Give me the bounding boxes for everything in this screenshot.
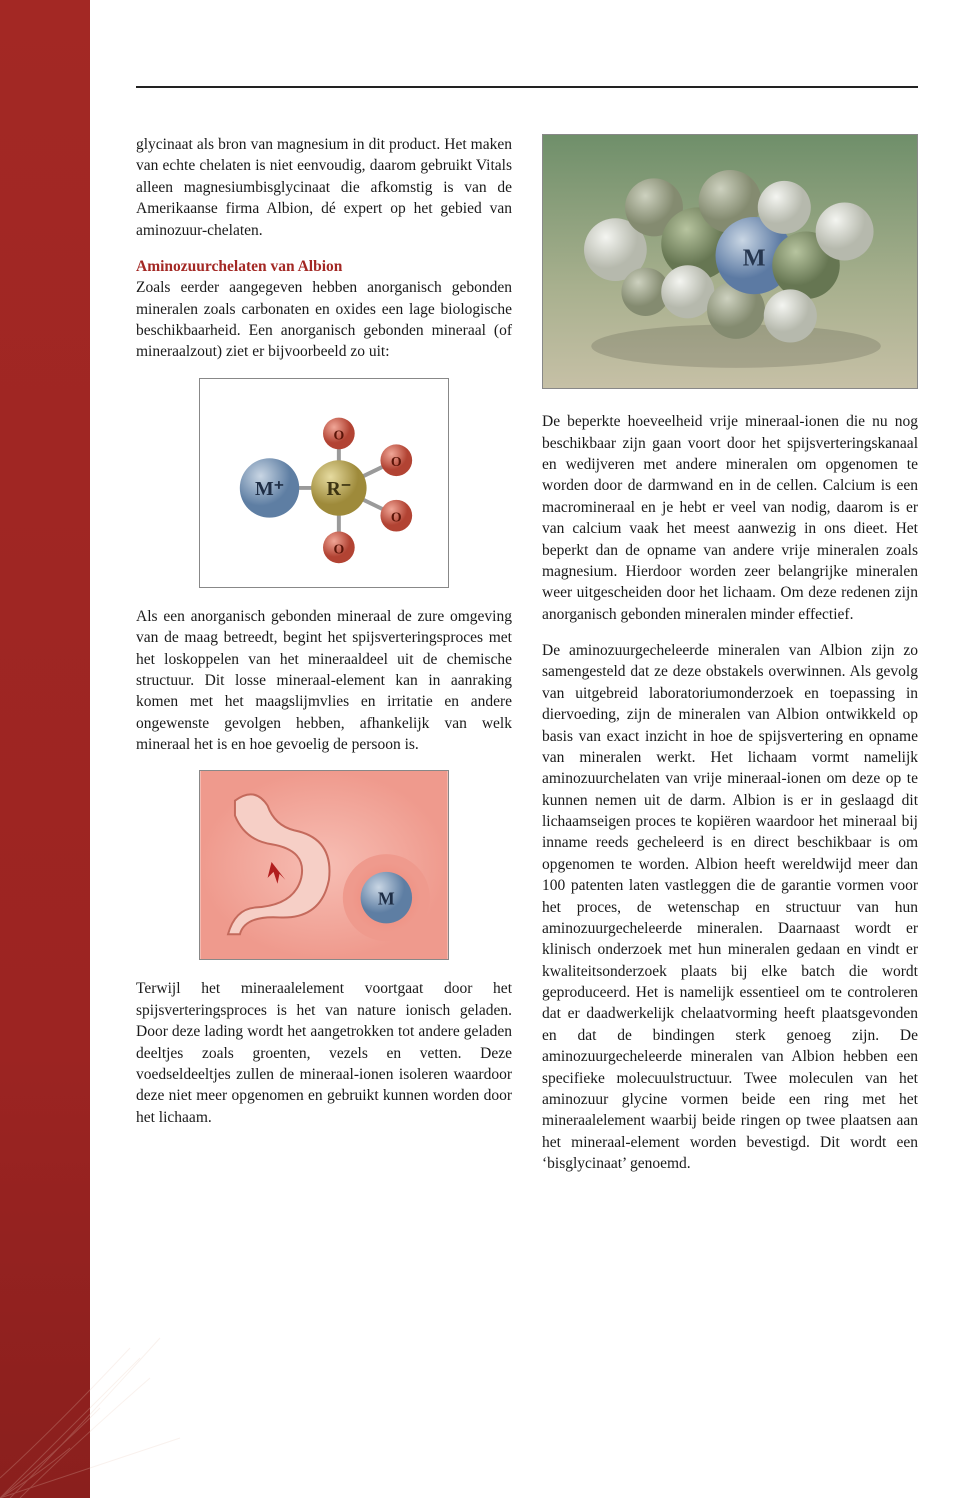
para-intro: glycinaat als bron van magnesium in dit … (136, 134, 512, 241)
svg-text:O: O (391, 509, 402, 524)
svg-text:M: M (743, 245, 766, 271)
svg-text:R⁻: R⁻ (326, 478, 351, 500)
top-rule (136, 86, 918, 88)
para-stomach: Als een anorganisch gebonden mineraal de… (136, 606, 512, 756)
figure-molecule: M⁺ R⁻ O O O O (199, 378, 449, 588)
para-albion: Aminozuurchelaten van Albion Zoals eerde… (136, 256, 512, 363)
svg-text:M: M (378, 889, 395, 909)
left-accent-bar (0, 0, 90, 1498)
figure-cluster: M (542, 134, 918, 389)
left-column: glycinaat als bron van magnesium in dit … (136, 134, 512, 1189)
para-right-2: De aminozuurgecheleerde mineralen van Al… (542, 640, 918, 1174)
sub-heading-albion: Aminozuurchelaten van Albion (136, 258, 342, 275)
content-area: glycinaat als bron van magnesium in dit … (136, 86, 918, 1189)
para-ionic: Terwijl het mineraalelement voortgaat do… (136, 978, 512, 1128)
svg-text:O: O (391, 454, 402, 469)
para-right-1: De beperkte hoeveelheid vrije mineraal-i… (542, 411, 918, 625)
svg-text:M⁺: M⁺ (255, 478, 284, 500)
svg-text:O: O (333, 427, 344, 442)
para-albion-body: Zoals eerder aangegeven hebben anorganis… (136, 279, 512, 360)
two-column-layout: glycinaat als bron van magnesium in dit … (136, 134, 918, 1189)
figure-stomach: M (199, 770, 449, 960)
right-column: M De beperkte hoeveelheid vrije mineraal… (542, 134, 918, 1189)
leaf-vein-decoration (0, 1298, 200, 1498)
svg-text:O: O (333, 541, 344, 556)
